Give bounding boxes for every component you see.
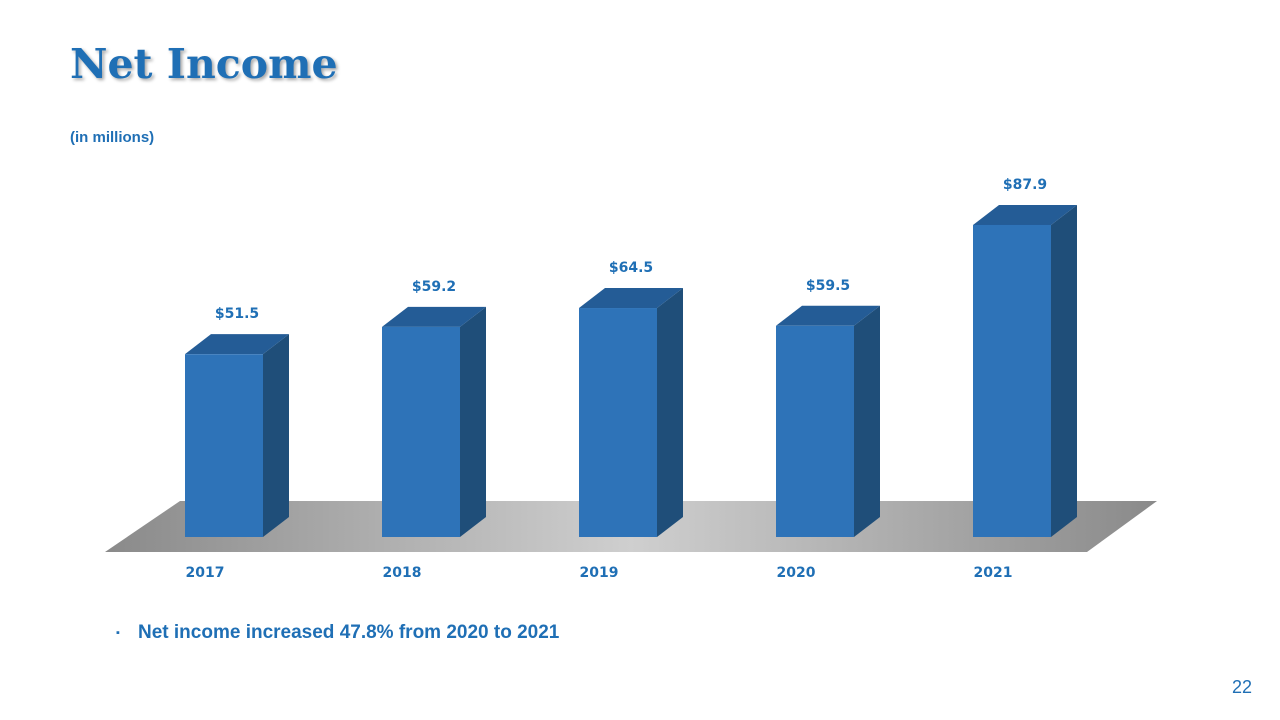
- bar-top-face: [185, 334, 289, 355]
- data-label-2017: $51.5: [215, 306, 259, 322]
- x-tick-label-2017: 2017: [186, 565, 225, 581]
- bar-top-face: [776, 305, 880, 326]
- data-label-2018: $59.2: [412, 279, 456, 295]
- summary-bullet: ▪ Net income increased 47.8% from 2020 to…: [116, 622, 559, 644]
- bar-side-face: [263, 334, 289, 537]
- bar-2019: [579, 288, 683, 537]
- bar-front-face: [973, 224, 1051, 537]
- bar-side-face: [1051, 204, 1077, 537]
- bar-2018: [382, 306, 486, 537]
- x-tick-label-2021: 2021: [974, 565, 1013, 581]
- slide-title: Net Income: [70, 40, 338, 88]
- data-label-2021: $87.9: [1003, 177, 1047, 193]
- bars-layer: $51.5 2017 $59.2 2018 $64.5 2019 $59.5 2020 $87.…: [185, 177, 1077, 581]
- bar-2021: [973, 204, 1077, 537]
- bullet-marker: ▪: [116, 626, 120, 639]
- bar-side-face: [460, 306, 486, 537]
- x-tick-label-2018: 2018: [383, 565, 422, 581]
- bar-side-face: [854, 305, 880, 537]
- bar-front-face: [185, 354, 263, 537]
- bar-2020: [776, 305, 880, 537]
- bar-front-face: [579, 308, 657, 537]
- x-tick-label-2020: 2020: [777, 565, 816, 581]
- bar-top-face: [973, 204, 1077, 225]
- bar-top-face: [382, 306, 486, 327]
- bar-top-face: [579, 288, 683, 309]
- bar-2017: [185, 334, 289, 537]
- bar-front-face: [382, 326, 460, 537]
- bar-front-face: [776, 325, 854, 537]
- page-number: 22: [1231, 677, 1252, 697]
- summary-bullet-text: Net income increased 47.8% from 2020 to …: [138, 622, 560, 643]
- x-tick-label-2019: 2019: [580, 565, 619, 581]
- chart-units-note: (in millions): [70, 129, 155, 146]
- data-label-2020: $59.5: [806, 278, 850, 294]
- data-label-2019: $64.5: [609, 260, 653, 276]
- bar-side-face: [657, 288, 683, 537]
